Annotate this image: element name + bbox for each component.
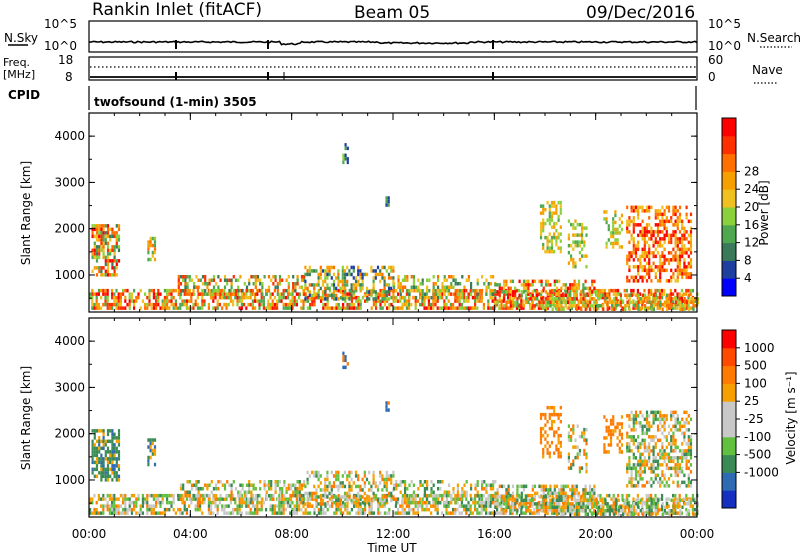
colorbar-tick-label: 28 <box>744 164 759 178</box>
noise-right-tick-top: 10^5 <box>708 17 741 31</box>
colorbar-tick-label: 16 <box>744 218 759 232</box>
xtick-label: 00:00 <box>680 527 715 541</box>
freq-label-2: [MHz] <box>3 68 35 81</box>
velocity-panel: 1000 2000 3000 4000 Slant Range [km] 1000 50… <box>19 317 798 518</box>
xtick-label: 04:00 <box>173 527 208 541</box>
x-axis: 00:00 04:00 08:00 12:00 16:00 20:00 00:00 <box>72 113 715 541</box>
power-data <box>89 143 699 311</box>
power-ylabel: Slant Range [km] <box>19 161 33 265</box>
ytick-label: 3000 <box>54 380 85 394</box>
colorbar-tick-label: 24 <box>744 182 759 196</box>
ytick-label: 1000 <box>54 268 85 282</box>
colorbar-tick-label: 8 <box>744 253 752 267</box>
date-title: 09/Dec/2016 <box>586 3 695 23</box>
xtick-label: 00:00 <box>72 527 107 541</box>
velocity-data <box>89 351 699 516</box>
colorbar-tick-label: -1000 <box>744 465 779 479</box>
noise-right-tick-bottom: 10^0 <box>708 39 741 53</box>
velocity-colorbar-label: Velocity [m s⁻¹] <box>784 371 798 464</box>
ytick-label: 4000 <box>54 334 85 348</box>
beam-title: Beam 05 <box>354 3 430 23</box>
freq-tick-bottom: 8 <box>65 70 73 84</box>
velocity-ylabel: Slant Range [km] <box>19 366 33 470</box>
xtick-label: 08:00 <box>274 527 309 541</box>
freq-panel: Freq. [MHz] 18 8 60 0 Nave <box>3 53 783 84</box>
cpid-text: twofsound (1-min) 3505 <box>94 95 257 109</box>
colorbar-tick-label: 12 <box>744 236 759 250</box>
colorbar-tick-label: -100 <box>744 430 771 444</box>
colorbar-tick-label: 20 <box>744 200 759 214</box>
nave-label: Nave <box>752 63 783 77</box>
cpid-label: CPID <box>8 88 40 102</box>
colorbar-tick-label: 4 <box>744 271 752 285</box>
noise-search-label: N.Search <box>747 31 800 45</box>
ytick-label: 1000 <box>54 473 85 487</box>
power-colorbar-label: Power [dB] <box>757 180 771 245</box>
xtick-label: 16:00 <box>477 527 512 541</box>
noise-panel: N.Sky 10^5 10^0 10^5 10^0 N.Search <box>4 17 800 53</box>
ytick-label: 4000 <box>54 129 85 143</box>
colorbar-tick-label: -500 <box>744 448 771 462</box>
ytick-label: 2000 <box>54 222 85 236</box>
ytick-label: 2000 <box>54 427 85 441</box>
colorbar-tick-label: 25 <box>744 394 759 408</box>
velocity-colorbar: 1000 500 100 25 -25 -100 -500 -1000 <box>721 329 779 509</box>
nave-tick-top: 60 <box>708 53 723 67</box>
station-title: Rankin Inlet (fitACF) <box>92 0 262 20</box>
noise-left-tick-top: 10^5 <box>44 17 77 31</box>
xtick-label: 20:00 <box>578 527 613 541</box>
noise-left-tick-bottom: 10^0 <box>44 39 77 53</box>
freq-label-1: Freq. <box>3 56 30 69</box>
freq-tick-top: 18 <box>58 53 73 67</box>
colorbar-tick-label: 500 <box>744 359 767 373</box>
colorbar-tick-label: -25 <box>744 412 764 426</box>
nave-tick-bottom: 0 <box>708 70 716 84</box>
xtick-label: 12:00 <box>376 527 411 541</box>
noise-sky-series <box>88 40 698 46</box>
power-panel: 1000 2000 3000 4000 Slant Range [km] 4 8 12 16… <box>19 112 771 313</box>
power-colorbar: 4 8 12 16 20 24 28 <box>721 117 759 297</box>
x-axis-label: Time UT <box>366 541 417 554</box>
colorbar-tick-label: 100 <box>744 376 767 390</box>
noise-sky-label: N.Sky <box>4 31 38 45</box>
colorbar-tick-label: 1000 <box>744 341 775 355</box>
ytick-label: 3000 <box>54 175 85 189</box>
